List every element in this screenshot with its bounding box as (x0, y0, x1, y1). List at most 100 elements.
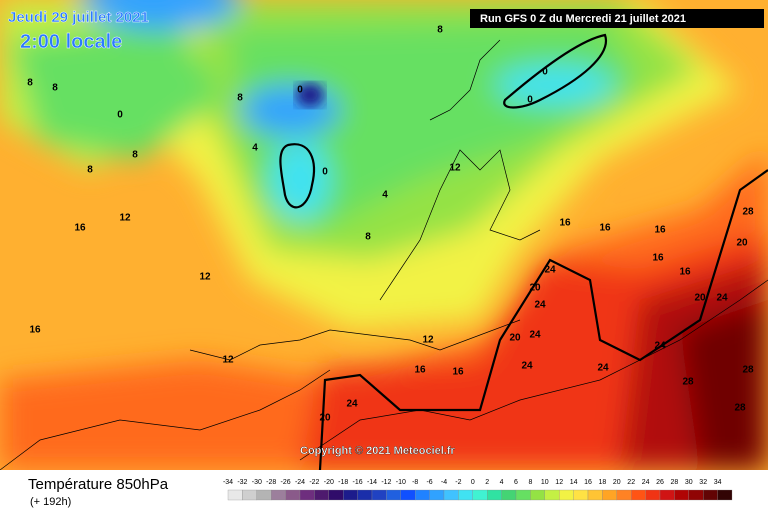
contour-label: 16 (654, 225, 666, 236)
legend-swatch (227, 489, 243, 501)
legend-tick-label: -12 (381, 479, 391, 486)
contour-label: 16 (74, 223, 86, 234)
legend-swatch (530, 489, 545, 501)
legend-tick-label: 30 (685, 479, 693, 486)
legend-tick-label: 34 (714, 479, 722, 486)
legend-tick-label: 14 (570, 479, 578, 486)
contour-label: 20 (509, 333, 521, 344)
contour-label: 20 (319, 413, 331, 424)
legend-swatch (703, 489, 718, 501)
legend-swatch (271, 489, 286, 501)
contour-label: 20 (529, 283, 541, 294)
contour-label: 0 (542, 67, 548, 78)
legend-tick-label: -18 (338, 479, 348, 486)
contour-label: 8 (87, 165, 93, 176)
legend-swatch (256, 489, 272, 501)
legend-swatch (429, 489, 445, 501)
legend-tick-label: -10 (396, 479, 406, 486)
legend-tick-label: 12 (555, 479, 563, 486)
legend-swatch (487, 489, 502, 501)
contour-label: 16 (559, 218, 571, 229)
legend-swatch (357, 489, 373, 501)
legend-swatch (587, 489, 603, 501)
legend-tick-label: -4 (441, 479, 447, 486)
legend-tick-label: 6 (514, 479, 518, 486)
legend-tick-label: -14 (367, 479, 377, 486)
date: Jeudi 29 juillet 2021 (8, 9, 149, 26)
legend-swatch (328, 489, 344, 501)
contour-label: 24 (597, 363, 609, 374)
contour-label: 0 (322, 167, 328, 178)
legend-swatch (371, 489, 387, 501)
contour-label: 24 (521, 361, 533, 372)
contour-label: 28 (742, 365, 754, 376)
contour-label: 4 (382, 190, 388, 201)
contour-label: 28 (682, 377, 694, 388)
contour-label: 0 (117, 110, 123, 121)
legend-tick-label: -24 (295, 479, 305, 486)
legend-swatch (299, 489, 315, 501)
legend-tick-label: -8 (412, 479, 418, 486)
contour-labels: 8 8 0 8 8 0 0 4 8 0 8 0 4 8 12 16 16 16 12 12 16 16 12 12 16 16 20… (27, 25, 754, 424)
legend-swatch (386, 489, 401, 501)
contour-label: 12 (222, 355, 234, 366)
legend-tick-label: -28 (266, 479, 276, 486)
contour-label: 24 (716, 293, 728, 304)
legend-tick-label: -20 (324, 479, 334, 486)
contour-label: 24 (544, 265, 556, 276)
contour-label: 28 (742, 207, 754, 218)
legend-swatch (285, 489, 301, 501)
contour-label: 0 (527, 95, 533, 106)
contour-label: 12 (422, 335, 434, 346)
temperature-field: 8 8 0 8 8 0 0 4 8 0 8 0 4 8 12 16 16 16 12 12 16 16 12 12 16 16 20… (0, 0, 768, 471)
legend-tick-label: 10 (541, 479, 549, 486)
legend-tick-label: 16 (584, 479, 592, 486)
contour-label: 16 (679, 267, 691, 278)
legend-tick-label: 20 (613, 479, 621, 486)
contour-label: 8 (237, 93, 243, 104)
run-info: Run GFS 0 Z du Mercredi 21 juillet 2021 (480, 13, 686, 25)
legend-swatch (458, 489, 473, 501)
contour-label: 24 (654, 341, 666, 352)
contour-label: 8 (52, 83, 58, 94)
legend-tick-label: -2 (455, 479, 461, 486)
contour-label: 8 (437, 25, 443, 36)
contour-label: 0 (297, 85, 303, 96)
copyright: Copyright © 2021 Meteociel.fr (300, 445, 456, 457)
legend-swatch (659, 489, 675, 501)
legend-tick-label: 28 (671, 479, 679, 486)
legend-swatch (631, 489, 646, 501)
legend-tick-label: 26 (656, 479, 664, 486)
contour-label: 8 (132, 150, 138, 161)
legend-tick-label: 32 (699, 479, 707, 486)
legend-swatch (515, 489, 531, 501)
legend-tick-label: 8 (528, 479, 532, 486)
contour-label: 24 (534, 300, 546, 311)
legend-swatch (443, 489, 459, 501)
contour-label: 12 (449, 163, 461, 174)
contour-label: 28 (734, 403, 746, 414)
legend-tick-label: -30 (252, 479, 262, 486)
contour-label: 16 (414, 365, 426, 376)
contour-label: 24 (529, 330, 541, 341)
legend-tick-label: 22 (627, 479, 635, 486)
footer-title: Température 850hPa (28, 476, 169, 493)
legend-tick-label: -16 (353, 479, 363, 486)
legend: -34 -32 -30 -28 -26 -24 -22 -20 -18 -16 -14 -12 -10-… (223, 479, 733, 501)
run-box (470, 9, 764, 28)
legend-swatch (645, 489, 661, 501)
legend-tick-label: 4 (500, 479, 504, 486)
legend-swatch (242, 489, 257, 501)
legend-swatch (343, 489, 358, 501)
contour-label: 16 (452, 367, 464, 378)
legend-swatch (717, 489, 733, 501)
contour-label: 16 (652, 253, 664, 264)
legend-tick-label: -22 (309, 479, 319, 486)
legend-swatch (616, 489, 632, 501)
legend-swatch (559, 489, 574, 501)
legend-swatch (400, 489, 416, 501)
legend-tick-label: -32 (237, 479, 247, 486)
legend-swatch (674, 489, 689, 501)
legend-swatch (602, 489, 617, 501)
